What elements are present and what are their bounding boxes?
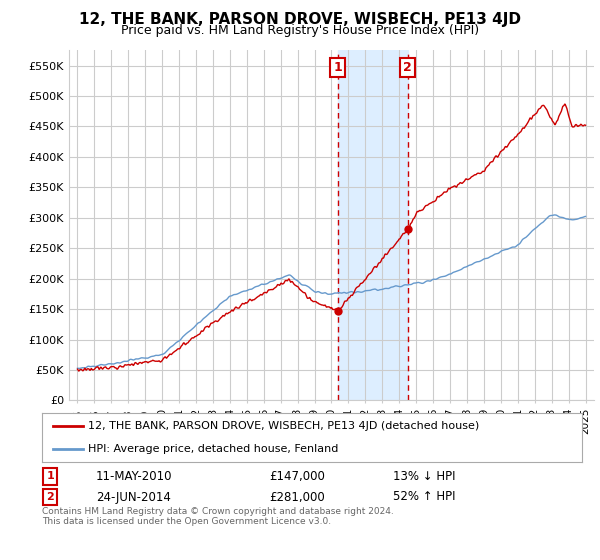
- Text: 52% ↑ HPI: 52% ↑ HPI: [393, 491, 455, 503]
- Text: HPI: Average price, detached house, Fenland: HPI: Average price, detached house, Fenl…: [88, 444, 338, 454]
- Text: 2: 2: [403, 61, 412, 74]
- Text: 1: 1: [334, 61, 342, 74]
- Text: 13% ↓ HPI: 13% ↓ HPI: [393, 470, 455, 483]
- Text: £147,000: £147,000: [269, 470, 325, 483]
- Text: Price paid vs. HM Land Registry's House Price Index (HPI): Price paid vs. HM Land Registry's House …: [121, 24, 479, 36]
- Bar: [338, 50, 407, 400]
- Text: £281,000: £281,000: [269, 491, 325, 503]
- Text: Contains HM Land Registry data © Crown copyright and database right 2024.
This d: Contains HM Land Registry data © Crown c…: [42, 507, 394, 526]
- Text: 24-JUN-2014: 24-JUN-2014: [96, 491, 171, 503]
- Text: 2: 2: [46, 492, 54, 502]
- Text: 1: 1: [46, 472, 54, 482]
- Text: 12, THE BANK, PARSON DROVE, WISBECH, PE13 4JD: 12, THE BANK, PARSON DROVE, WISBECH, PE1…: [79, 12, 521, 27]
- Text: 11-MAY-2010: 11-MAY-2010: [96, 470, 173, 483]
- Text: 12, THE BANK, PARSON DROVE, WISBECH, PE13 4JD (detached house): 12, THE BANK, PARSON DROVE, WISBECH, PE1…: [88, 421, 479, 431]
